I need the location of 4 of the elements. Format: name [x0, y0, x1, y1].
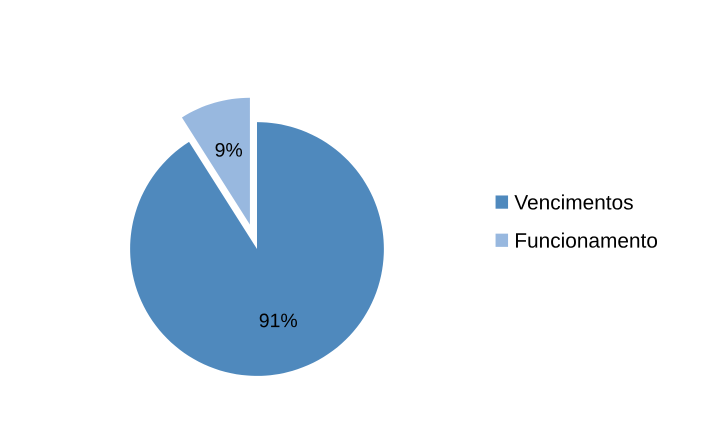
- legend-label: Funcionamento: [516, 232, 658, 248]
- data-label: 91%: [260, 314, 298, 328]
- legend-label: Vencimentos: [514, 194, 633, 210]
- data-label: 9%: [216, 142, 242, 157]
